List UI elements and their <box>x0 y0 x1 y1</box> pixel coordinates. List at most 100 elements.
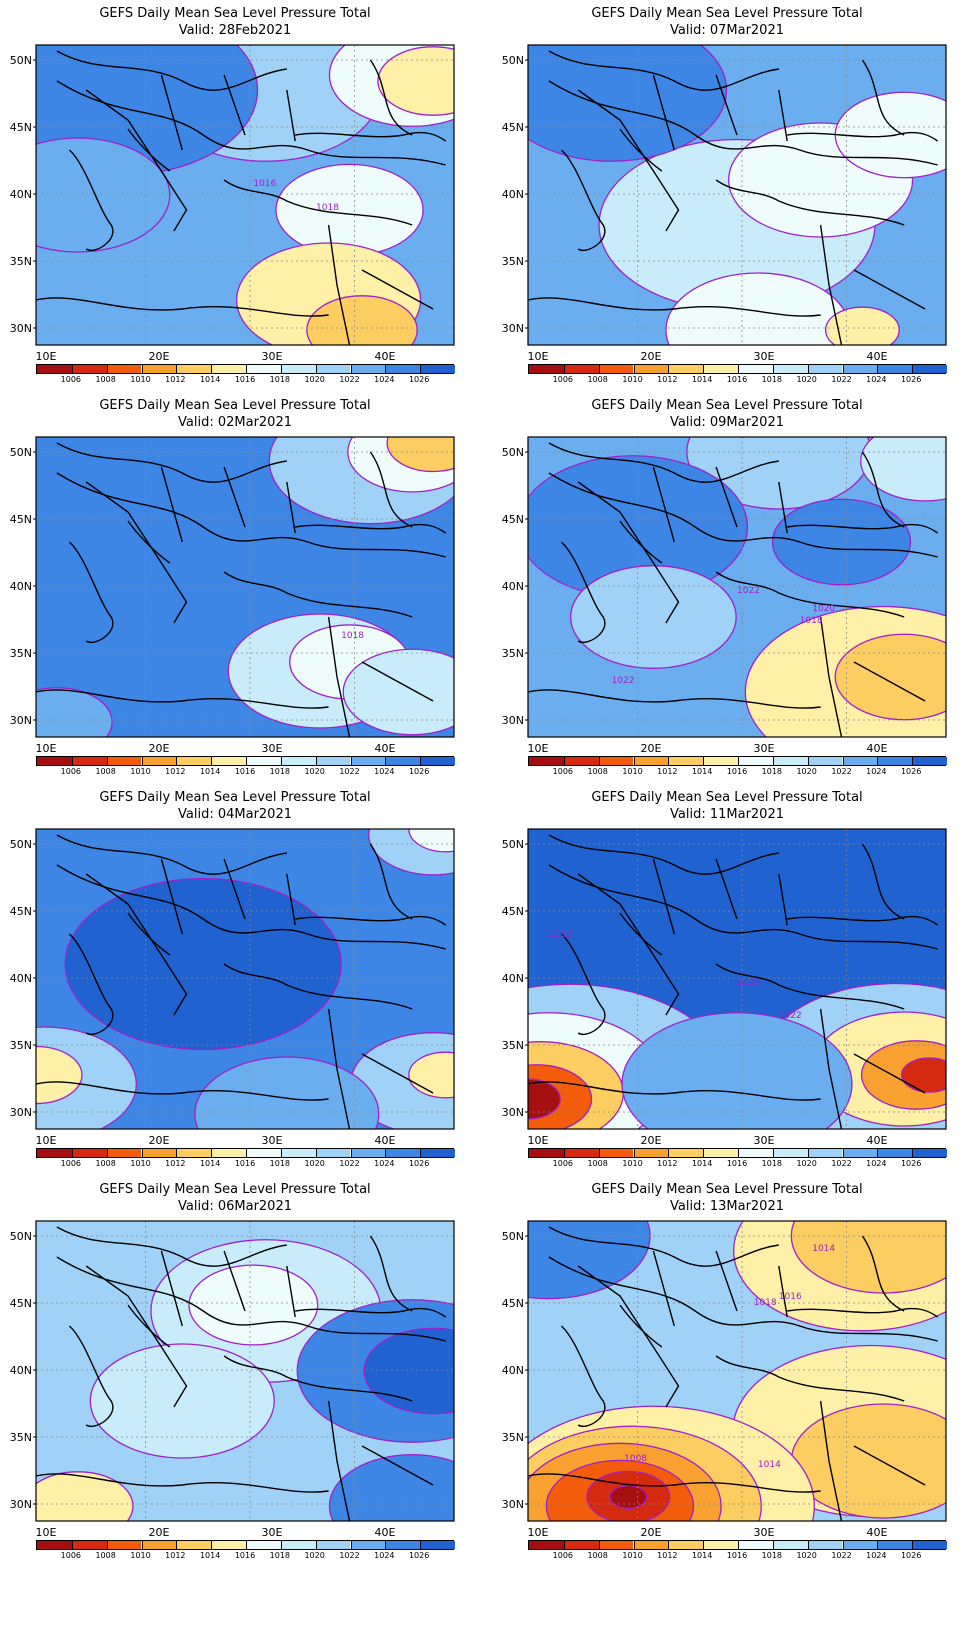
colorbar-swatch <box>668 757 704 765</box>
pressure-contour-region <box>609 1484 648 1510</box>
colorbar-swatch <box>106 1541 142 1549</box>
colorbar-swatch <box>703 1149 738 1157</box>
colorbar-tick-label: 1010 <box>130 1551 151 1560</box>
country-border <box>861 59 905 136</box>
colorbar-swatch <box>106 1149 142 1157</box>
pressure-map: 50N 45N 40N 35N 30N 10E 20E 30E 40E <box>10 1220 455 1539</box>
latitude-label: 50N <box>10 1230 32 1243</box>
pressure-contour-region <box>275 163 424 257</box>
longitude-label: 10E <box>528 742 549 755</box>
latitude-label: 40N <box>10 1364 32 1377</box>
country-border <box>577 89 680 232</box>
colorbar-tick-label: 1022 <box>831 767 852 776</box>
colorbar-tick-label: 1010 <box>130 375 151 384</box>
longitude-label: 30E <box>262 742 283 755</box>
panel-valid-date: Valid: 06Mar2021 <box>178 1199 292 1214</box>
colorbar-swatch <box>738 1149 773 1157</box>
colorbar-swatch <box>71 757 107 765</box>
colorbar-tick-label: 1012 <box>165 1159 186 1168</box>
colorbar-swatch <box>703 757 738 765</box>
colorbar-tick-label: 1014 <box>199 1159 221 1168</box>
colorbar-tick-label: 1018 <box>269 1159 290 1168</box>
map-panel: GEFS Daily Mean Sea Level Pressure Total… <box>0 0 470 400</box>
colorbar-swatch <box>703 365 738 373</box>
latitude-label: 40N <box>502 972 524 985</box>
country-border <box>528 297 821 317</box>
latitude-label: 35N <box>502 647 524 660</box>
country-border <box>295 131 447 142</box>
colorbar-tick-label: 1018 <box>761 1551 782 1560</box>
country-border <box>361 1053 434 1094</box>
country-border <box>548 50 779 91</box>
colorbar-tick-label: 1012 <box>657 1159 678 1168</box>
country-border <box>548 442 779 483</box>
longitude-label: 20E <box>641 350 662 363</box>
country-border <box>223 466 246 528</box>
pressure-contour-region <box>834 91 946 179</box>
country-border <box>361 269 434 310</box>
longitude-label: 10E <box>528 1526 549 1539</box>
country-border <box>861 843 905 920</box>
country-border <box>36 297 329 317</box>
colorbar <box>528 756 947 766</box>
colorbar-swatch <box>668 1149 704 1157</box>
colorbar-swatch <box>246 365 281 373</box>
latitude-label: 45N <box>502 513 524 526</box>
longitude-label: 30E <box>262 1134 283 1147</box>
colorbar-swatch <box>315 1149 351 1157</box>
colorbar-swatch <box>668 1541 704 1549</box>
longitude-label: 20E <box>149 1526 170 1539</box>
map-panel: GEFS Daily Mean Sea Level Pressure Total… <box>492 0 962 400</box>
colorbar-tick-label: 1016 <box>234 1159 256 1168</box>
colorbar-swatch <box>315 757 351 765</box>
longitude-label: 20E <box>149 350 170 363</box>
latitude-label: 50N <box>502 446 524 459</box>
latitude-label: 45N <box>502 1297 524 1310</box>
colorbar-tick-label: 1014 <box>199 375 221 384</box>
colorbar-swatch <box>842 1149 878 1157</box>
colorbar-tick-label: 1016 <box>234 375 256 384</box>
colorbar-tick-label: 1018 <box>269 1551 290 1560</box>
colorbar-tick-label: 1008 <box>95 375 116 384</box>
colorbar-swatch <box>211 1149 246 1157</box>
colorbar-tick-label: 1008 <box>587 1159 608 1168</box>
colorbar-swatch <box>420 365 455 373</box>
country-border <box>286 873 296 926</box>
colorbar-tick-label: 1016 <box>234 767 256 776</box>
colorbar-swatch <box>912 757 947 765</box>
colorbar-tick-label: 1016 <box>726 767 748 776</box>
latitude-label: 30N <box>10 1498 32 1511</box>
colorbar-swatch <box>385 1541 421 1549</box>
pressure-contour-region <box>36 1045 83 1105</box>
latitude-label: 30N <box>502 322 524 335</box>
country-border <box>36 1473 329 1493</box>
colorbar-swatch <box>71 1149 107 1157</box>
colorbar-tick-label: 1010 <box>622 1159 643 1168</box>
colorbar-swatch <box>211 365 246 373</box>
colorbar-swatch <box>385 1149 421 1157</box>
longitude-label: 40E <box>375 1134 396 1147</box>
country-border <box>548 1226 779 1267</box>
latitude-label: 35N <box>502 1431 524 1444</box>
latitude-label: 40N <box>502 1364 524 1377</box>
country-border <box>127 912 171 956</box>
colorbar-tick-label: 1008 <box>587 1551 608 1560</box>
country-border <box>369 59 413 136</box>
panel-title: GEFS Daily Mean Sea Level Pressure Total <box>99 6 371 21</box>
longitude-label: 10E <box>528 350 549 363</box>
country-border <box>327 224 351 345</box>
latitude-label: 30N <box>10 714 32 727</box>
colorbar-tick-label: 1016 <box>234 1551 256 1560</box>
pressure-contour-region <box>36 137 171 253</box>
country-border <box>68 149 114 252</box>
longitude-label: 30E <box>262 1526 283 1539</box>
colorbar-tick-label: 1020 <box>304 1159 325 1168</box>
colorbar-swatch <box>176 1149 212 1157</box>
colorbar-swatch <box>37 365 72 373</box>
colorbar-swatch <box>563 757 599 765</box>
longitude-label: 30E <box>262 350 283 363</box>
pressure-contour-region <box>36 1471 134 1521</box>
country-border <box>715 1355 905 1402</box>
colorbar-swatch <box>315 365 351 373</box>
country-border <box>85 873 188 1016</box>
